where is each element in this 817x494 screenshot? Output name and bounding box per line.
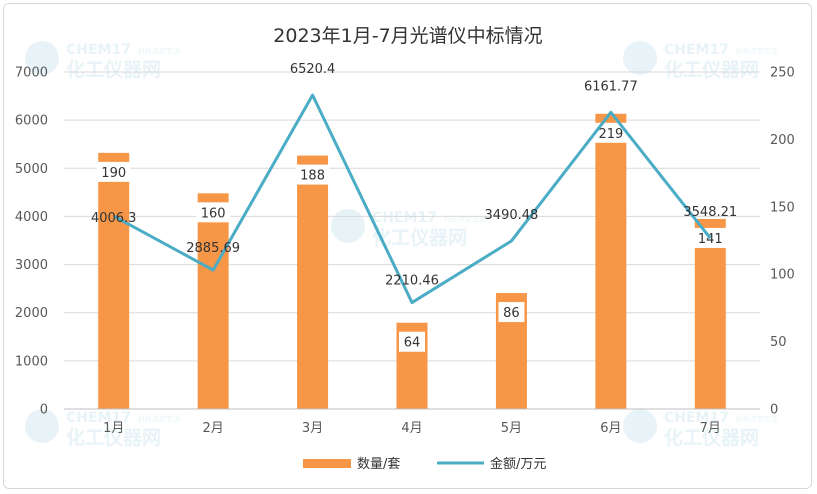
- line-data-label: 6520.4: [290, 62, 336, 77]
- x-axis-tick-label: 7月: [700, 421, 721, 436]
- bar-data-label: 219: [598, 127, 623, 142]
- right-axis-tick-label: 100: [770, 268, 795, 283]
- bar-labels: 190 160 188 64 86 219 141: [96, 122, 728, 352]
- left-axis-tick-label: 5000: [15, 162, 48, 177]
- bar: [98, 152, 130, 409]
- watermark-tagline: 科技改变生活: [444, 214, 486, 223]
- line-data-label: 2885.69: [186, 241, 240, 256]
- left-axis-tick-label: 0: [40, 403, 48, 418]
- bar-label-bg: [593, 122, 628, 143]
- right-axis-tick-label: 200: [770, 133, 795, 148]
- left-axis-tick-label: 4000: [15, 210, 48, 225]
- right-axis-tick-label: 50: [770, 335, 787, 350]
- bar-label-bg: [96, 161, 131, 182]
- line-series-path: [112, 93, 712, 305]
- bar: [694, 218, 726, 409]
- watermark-brand: CHEM17: [66, 42, 131, 58]
- x-axis-tick-label: 2月: [203, 421, 224, 436]
- right-axis-tick-label: 0: [770, 403, 778, 418]
- left-axis-tick-label: 6000: [15, 114, 48, 129]
- left-axis-tick-label: 1000: [15, 354, 48, 369]
- bar: [297, 155, 329, 409]
- legend-line-label: 金额/万元: [490, 456, 546, 472]
- legend-bar-swatch: [303, 459, 351, 468]
- watermark-tagline: 科技改变生活: [138, 46, 180, 55]
- line-labels: 4006.3 2885.69 6520.4 2210.46 3490.48 6161.77…: [91, 62, 737, 288]
- watermark-name: 化工仪器网: [664, 58, 759, 81]
- right-axis-tick-label: 150: [770, 200, 795, 215]
- bar-data-label: 190: [101, 166, 126, 181]
- right-axis: 0 50 100 150 200 250: [770, 66, 795, 418]
- bar-data-label: 141: [698, 232, 723, 247]
- x-axis-tick-label: 5月: [501, 421, 522, 436]
- x-axis-tick-label: 6月: [600, 421, 621, 436]
- left-axis-tick-label: 3000: [15, 258, 48, 273]
- watermark-logo-icon: [331, 209, 365, 243]
- bar-data-label: 160: [201, 206, 226, 221]
- watermark-name: 化工仪器网: [664, 426, 759, 449]
- line-data-label: 2210.46: [385, 274, 439, 289]
- watermark-brand: CHEM17: [664, 42, 729, 58]
- x-axis-tick-label: 4月: [401, 421, 422, 436]
- watermark-tagline: 科技改变生活: [138, 414, 180, 423]
- line-series: [112, 93, 712, 305]
- bar-label-bg: [196, 202, 231, 223]
- line-data-label: 4006.3: [91, 211, 137, 226]
- bar-data-label: 64: [404, 336, 421, 351]
- x-axis: 1月 2月 3月 4月 5月 6月 7月: [64, 408, 760, 436]
- watermark-logo-icon: [25, 41, 59, 75]
- x-axis-tick-label: 1月: [103, 421, 124, 436]
- watermark-logo-icon: [623, 409, 657, 443]
- x-axis-tick-label: 3月: [302, 421, 323, 436]
- watermark-tagline: 科技改变生活: [736, 46, 778, 55]
- bar: [197, 193, 229, 409]
- watermark-name: 化工仪器网: [372, 226, 467, 249]
- watermark-name: 化工仪器网: [66, 426, 161, 449]
- line-data-label: 3548.21: [683, 205, 737, 220]
- right-axis-tick-label: 250: [770, 66, 795, 81]
- bar-label-bg: [498, 302, 525, 323]
- watermark-name: 化工仪器网: [66, 58, 161, 81]
- line-data-label: 6161.77: [584, 79, 638, 94]
- bar: [595, 113, 627, 410]
- left-axis-tick-label: 2000: [15, 306, 48, 321]
- chart-frame: [3, 3, 812, 489]
- bar-label-bg: [295, 164, 330, 185]
- legend-bar-label: 数量/套: [357, 456, 400, 472]
- watermark-logo-icon: [25, 409, 59, 443]
- chart-title: 2023年1月-7月光谱仪中标情况: [273, 25, 542, 47]
- watermark-brand: CHEM17: [66, 410, 131, 426]
- bar-data-label: 86: [503, 306, 520, 321]
- left-axis-tick-label: 7000: [15, 66, 48, 81]
- bar-data-label: 188: [300, 169, 325, 184]
- watermark-brand: CHEM17: [372, 210, 437, 226]
- watermark-tagline: 科技改变生活: [736, 414, 778, 423]
- left-axis: 0 1000 2000 3000 4000 5000 6000 7000: [15, 66, 48, 418]
- legend: 数量/套 金额/万元: [303, 456, 546, 472]
- bar-series: [98, 113, 726, 410]
- line-data-label: 3490.48: [485, 208, 539, 223]
- watermark-logo-icon: [623, 41, 657, 75]
- watermark-brand: CHEM17: [664, 410, 729, 426]
- bar-label-bg: [399, 331, 425, 352]
